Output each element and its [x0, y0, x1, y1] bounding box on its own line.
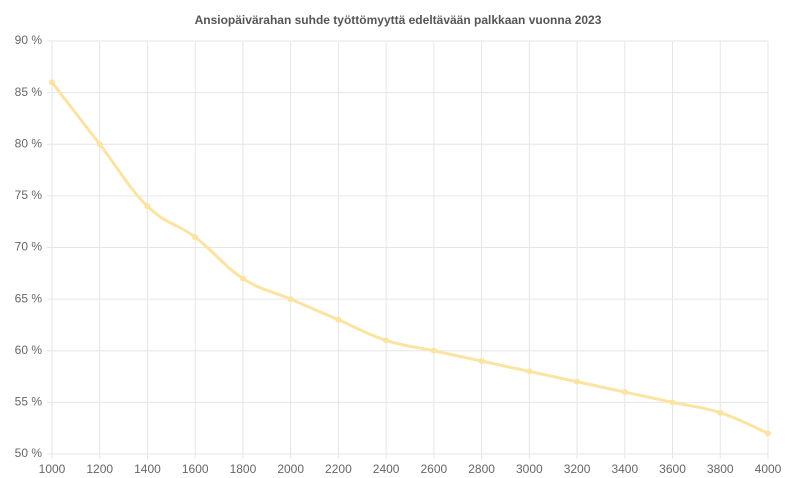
x-tick-label: 3800: [707, 462, 734, 476]
y-tick-label: 60 %: [15, 343, 43, 357]
point: [96, 141, 103, 148]
point: [335, 316, 342, 323]
point: [49, 79, 55, 86]
point: [478, 358, 485, 365]
x-tick-label: 1600: [182, 462, 209, 476]
x-tick-label: 2600: [421, 462, 448, 476]
x-tick-label: 1800: [230, 462, 257, 476]
point: [430, 347, 437, 354]
point: [621, 389, 628, 396]
x-tick-label: 2400: [373, 462, 400, 476]
y-tick-label: 75 %: [15, 188, 43, 202]
x-tick-label: 1200: [86, 462, 113, 476]
point: [239, 275, 246, 282]
x-tick-label: 4000: [755, 462, 782, 476]
point: [287, 296, 294, 303]
point: [717, 409, 724, 416]
x-tick-label: 2200: [325, 462, 352, 476]
x-tick-label: 1000: [39, 462, 66, 476]
point: [383, 337, 390, 344]
x-tick-label: 3000: [516, 462, 543, 476]
x-tick-label: 1400: [134, 462, 161, 476]
x-tick-label: 3400: [611, 462, 638, 476]
line: [50, 81, 769, 435]
point: [574, 378, 581, 385]
y-tick-label: 55 %: [15, 395, 43, 409]
x-tick-label: 2000: [277, 462, 304, 476]
point: [669, 399, 676, 406]
y-tick-label: 70 %: [15, 240, 43, 254]
point: [765, 430, 771, 437]
y-tick-label: 65 %: [15, 291, 43, 305]
y-tick-label: 85 %: [15, 85, 43, 99]
x-tick-label: 3600: [659, 462, 686, 476]
y-tick-label: 50 %: [15, 446, 43, 460]
x-tick-label: 2800: [468, 462, 495, 476]
point: [192, 234, 199, 241]
x-tick-label: 3200: [564, 462, 591, 476]
point: [144, 203, 151, 210]
y-tick-label: 80 %: [15, 136, 43, 150]
chart-title: Ansiopäivärahan suhde työttömyyttä edelt…: [195, 13, 602, 27]
point: [526, 368, 533, 375]
y-tick-label: 90 %: [15, 33, 43, 47]
